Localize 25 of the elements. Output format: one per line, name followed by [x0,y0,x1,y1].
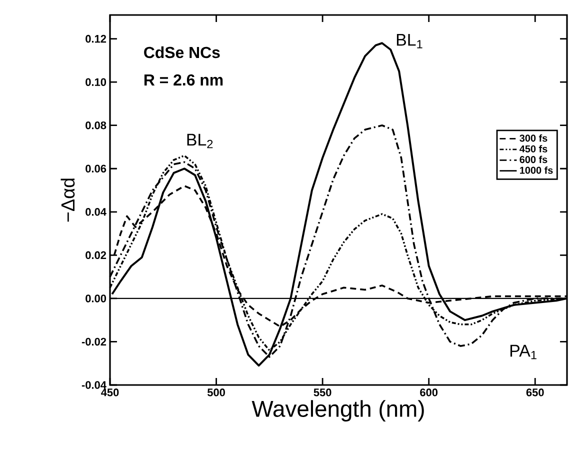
annotation: BL$_{1}$ [396,34,422,48]
legend-label: 600 fs [520,156,548,164]
annotation: BL$_{2}$ [187,134,213,148]
x-tick-label: 500 [207,388,225,396]
legend-label: 450 fs [520,145,548,152]
y-tick-label: 0.10 [86,78,106,86]
y-tick-label: 0.06 [86,164,106,173]
y-tick-label: -0.02 [82,338,106,346]
y-tick-label: -0.04 [82,381,106,389]
y-tick-label: 0.02 [86,251,106,260]
x-tick-label: 600 [420,388,438,396]
annotation: R = 2.6 nm [144,74,223,86]
y-tick-label: 0.00 [86,294,106,302]
x-tick-label: 450 [101,388,119,396]
legend-label: 300 fs [520,134,548,142]
annotation: PA$_{1}$ [510,344,536,360]
legend-label: 1000 fs [520,166,553,174]
annotation: CdSe NCs [144,46,220,58]
y-axis-title: −Δαd [60,178,75,222]
x-tick-label: 650 [526,388,544,396]
y-tick-label: 0.08 [86,121,106,130]
x-tick-label: 550 [314,388,332,396]
y-tick-label: 0.12 [86,34,106,43]
y-tick-label: 0.04 [86,208,106,216]
x-axis-title: Wavelength (nm) [252,400,424,422]
